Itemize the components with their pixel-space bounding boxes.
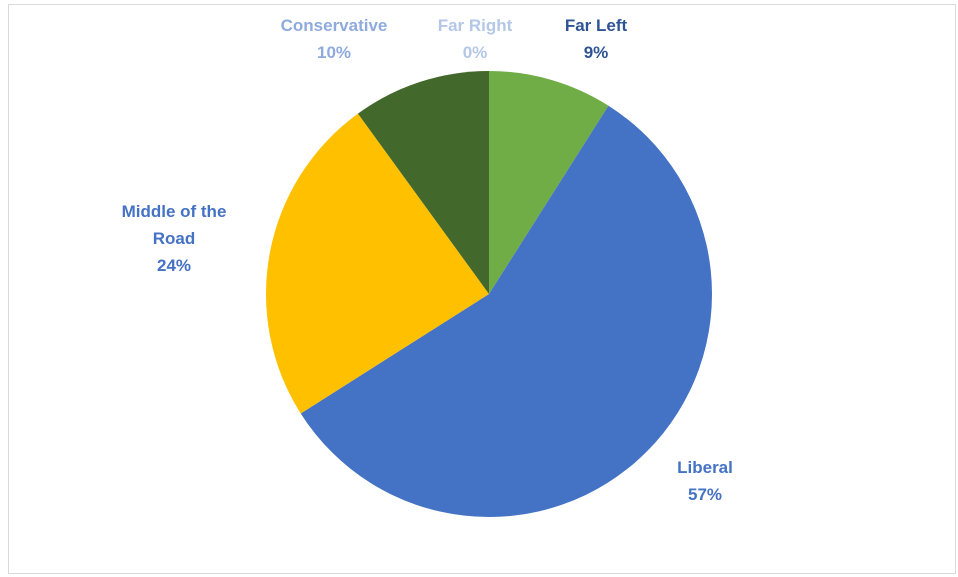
pie-slice-middle-of-the-road	[265, 113, 489, 414]
pie-chart: Far Left 9% Liberal 57% Middle of the Road 24%…	[122, 16, 733, 517]
pie-slice-liberal	[300, 105, 712, 517]
data-label-middle-of-the-road: Middle of the Road 24%	[122, 202, 227, 275]
chart-area: Far Left 9% Liberal 57% Middle of the Road 24%…	[8, 4, 956, 574]
pie-slice-far-left	[489, 71, 609, 294]
pie-slice-conservative	[357, 71, 489, 294]
data-label-liberal: Liberal 57%	[677, 458, 733, 504]
data-label-conservative: Conservative 10%	[281, 16, 388, 62]
pie-slices	[265, 71, 712, 517]
data-label-far-left: Far Left 9%	[565, 16, 628, 62]
data-labels: Far Left 9% Liberal 57% Middle of the Road 24%…	[122, 16, 733, 504]
data-label-far-right: Far Right 0%	[438, 16, 513, 62]
